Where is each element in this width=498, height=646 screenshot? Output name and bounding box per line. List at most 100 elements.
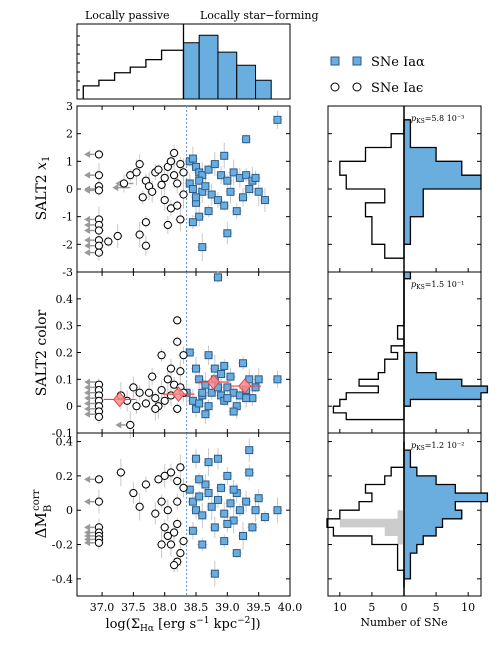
alpha-point <box>229 407 238 416</box>
y-tick-label: -0.4 <box>52 573 73 586</box>
y-tick-label: 0 <box>66 504 73 517</box>
starforming-hist-bar <box>198 34 219 100</box>
epsilon-point <box>163 531 172 541</box>
hist-x-tick-label: 10 <box>333 601 347 614</box>
epsilon-point <box>148 187 157 196</box>
alpha-point <box>223 519 232 528</box>
upper-limit-arrowhead <box>84 475 91 483</box>
legend: SNe Iaα SNe Iaϵ <box>330 55 425 96</box>
y-tick-label: 0.2 <box>56 470 74 483</box>
epsilon-point <box>163 220 172 230</box>
alpha-point <box>220 537 229 546</box>
alpha-point <box>226 499 235 508</box>
p-ks-label: pKS=5.8 10⁻³ <box>411 114 464 125</box>
legend-epsilon-marker-2 <box>352 82 362 92</box>
epsilon-point <box>160 523 169 532</box>
alpha-point <box>204 165 213 174</box>
epsilon-point <box>154 165 163 174</box>
legend-epsilon-marker-1 <box>330 82 340 92</box>
epsilon-point <box>94 497 104 506</box>
x-tick-label: 39.5 <box>246 601 271 614</box>
epsilon-point <box>135 230 144 239</box>
epsilon-point <box>173 476 182 486</box>
epsilon-point <box>173 316 182 325</box>
alpha-point <box>254 375 263 384</box>
alpha-point <box>213 196 222 205</box>
epsilon-point <box>176 215 185 224</box>
alpha-point <box>223 394 232 403</box>
epsilon-point <box>94 538 104 547</box>
epsilon-hist <box>326 441 405 588</box>
epsilon-hist <box>332 272 405 421</box>
alpha-point <box>213 495 222 504</box>
legend-epsilon-label: SNe Iaϵ <box>371 81 423 96</box>
alpha-point <box>248 523 257 532</box>
epsilon-point <box>163 506 172 515</box>
y-tick-label: 0 <box>66 400 73 413</box>
alpha-point <box>204 458 213 467</box>
alpha-point <box>242 394 251 403</box>
upper-limit-arrowhead <box>84 221 91 229</box>
alpha-point <box>226 372 235 381</box>
right-xlabel: Number of SNe <box>360 616 447 629</box>
upper-limit-arrowhead <box>84 249 91 257</box>
upper-limit-arrowhead <box>84 242 91 250</box>
epsilon-only-hist <box>339 441 404 588</box>
alpha-point <box>273 506 282 515</box>
epsilon-point <box>179 168 188 177</box>
epsilon-point <box>135 388 144 397</box>
epsilon-point <box>94 226 104 235</box>
top-hist-bars <box>77 24 272 100</box>
epsilon-point <box>166 468 176 477</box>
alpha-point <box>245 468 254 477</box>
epsilon-point <box>173 179 182 188</box>
upper-limit-arrowhead <box>84 186 91 194</box>
upper-limit-arrowhead <box>84 236 91 244</box>
alpha-point <box>229 485 238 494</box>
epsilon-point <box>148 372 157 381</box>
starforming-hist-bar <box>255 79 272 100</box>
alpha-point <box>195 492 204 501</box>
alpha-point <box>242 171 251 180</box>
epsilon-point <box>94 241 104 250</box>
starforming-hist-bar <box>236 64 257 100</box>
epsilon-point <box>176 160 185 169</box>
alpha-point <box>235 506 244 515</box>
alpha-point <box>195 375 204 384</box>
epsilon-point <box>166 157 176 166</box>
upper-limit-arrowhead <box>84 394 91 402</box>
starforming-hist-bar <box>183 42 200 100</box>
alpha-point <box>192 364 201 373</box>
p-ks-label: pKS=1.5 10⁻¹ <box>411 280 464 291</box>
y-tick-label: 0 <box>66 183 73 196</box>
epsilon-point <box>141 241 151 250</box>
y-tick-label: 3 <box>66 100 73 113</box>
epsilon-point <box>176 549 185 558</box>
epsilon-point <box>132 402 141 411</box>
epsilon-point <box>141 480 151 489</box>
y-tick-label: 0.3 <box>56 320 74 333</box>
epsilon-point <box>141 399 151 408</box>
y-tick-label: 1 <box>66 155 73 168</box>
starforming-hist-bar <box>217 51 238 100</box>
alpha-point <box>201 480 210 489</box>
alpha-point <box>220 201 229 210</box>
alpha-point <box>223 383 232 392</box>
epsilon-point <box>173 337 182 346</box>
alpha-point <box>254 494 263 503</box>
alpha-point <box>239 359 248 368</box>
y-tick-label: -2 <box>62 238 73 251</box>
alpha-point <box>223 229 232 238</box>
x1-histogram-panel: pKS=5.8 10⁻³ <box>327 105 482 273</box>
epsilon-point <box>176 367 185 376</box>
alpha-point <box>188 526 197 535</box>
alpha-hist <box>403 441 489 588</box>
upper-limit-arrowhead <box>84 410 91 418</box>
legend-alpha-label: SNe Iaα <box>371 55 425 70</box>
alpha-point <box>201 410 210 419</box>
bin-mean-diamond <box>171 386 186 402</box>
alpha-point <box>251 506 260 515</box>
hist-x-tick-label: 5 <box>433 601 440 614</box>
color-scatter-panel: -0.1 0 0.1 0.2 0.3 0.4 <box>52 271 291 440</box>
alpha-point <box>226 187 235 196</box>
